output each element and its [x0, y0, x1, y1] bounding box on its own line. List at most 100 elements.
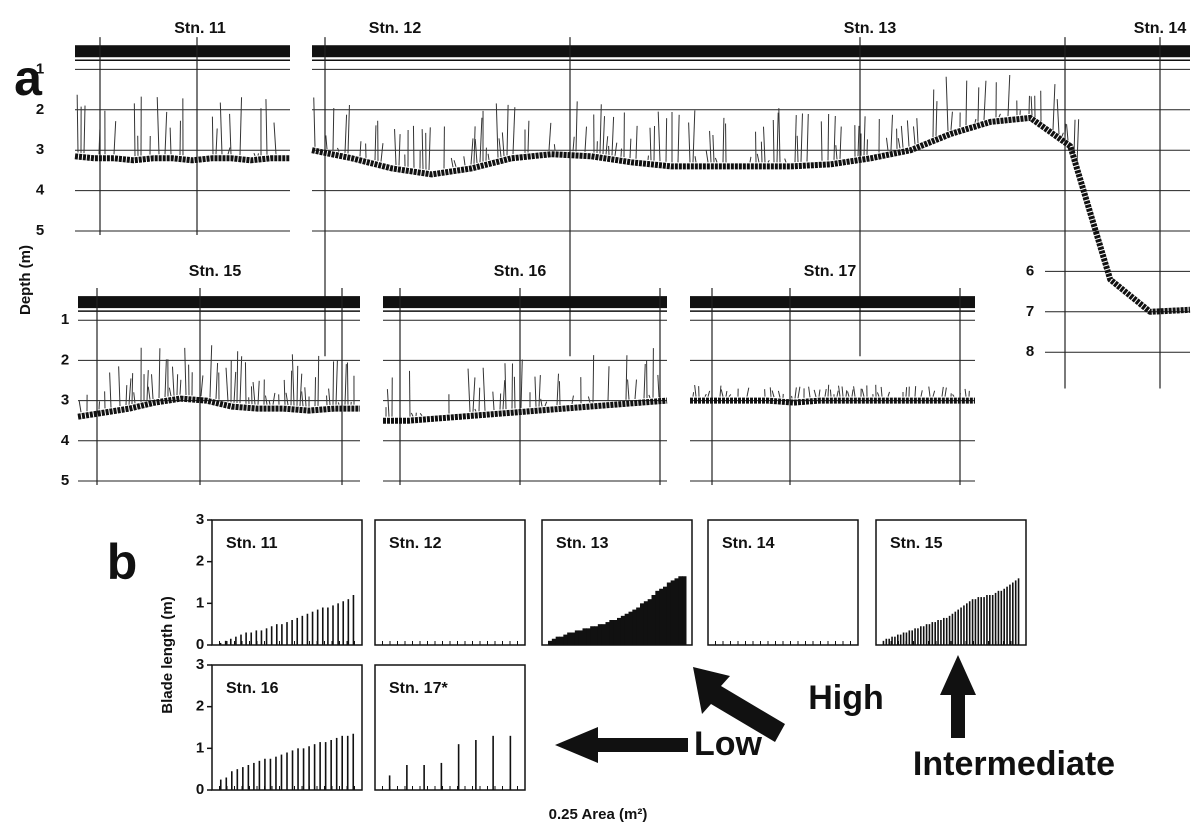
station-label: Stn. 12: [389, 535, 442, 552]
bar: [952, 614, 954, 645]
canopy-echo: [254, 153, 255, 156]
canopy-echo: [814, 390, 816, 397]
bar: [1006, 587, 1008, 645]
canopy-echo: [726, 391, 727, 397]
canopy-echo: [399, 134, 400, 165]
canopy-echo: [768, 160, 769, 162]
canopy-echo: [635, 380, 636, 400]
y-tick-label: 1: [196, 739, 204, 756]
canopy-echo: [705, 394, 706, 396]
bar: [586, 628, 590, 645]
bar: [325, 742, 327, 790]
canopy-echo: [821, 121, 822, 160]
canopy-echo: [966, 81, 967, 126]
canopy-echo: [549, 123, 551, 151]
canopy-echo: [706, 150, 708, 162]
bar: [552, 639, 556, 645]
bar: [1001, 591, 1003, 645]
y-axis-label: Depth (m): [17, 245, 34, 315]
canopy-echo: [588, 396, 590, 402]
station-label: Stn. 17*: [389, 680, 448, 697]
panel-label: a: [14, 50, 43, 106]
canopy-echo: [572, 396, 573, 404]
canopy-echo: [837, 391, 838, 397]
bar: [667, 583, 671, 646]
canopy-echo: [471, 138, 473, 164]
canopy-echo: [834, 116, 835, 160]
canopy-echo: [720, 386, 721, 397]
bar: [955, 612, 957, 645]
bar: [606, 622, 610, 645]
canopy-echo: [773, 120, 774, 162]
bar: [678, 576, 682, 645]
canopy-echo: [493, 392, 494, 410]
canopy-echo: [901, 126, 903, 148]
bar: [972, 599, 974, 645]
canopy-echo: [114, 121, 116, 154]
canopy-echo: [84, 106, 85, 154]
bar: [920, 626, 922, 645]
canopy-echo: [451, 158, 453, 167]
bar: [327, 608, 329, 646]
canopy-echo: [535, 377, 536, 407]
bar: [423, 765, 425, 790]
canopy-echo: [864, 116, 865, 155]
x-axis-label: 0.25 Area (m²): [549, 806, 648, 823]
surface-band: [78, 296, 360, 308]
bar: [230, 639, 232, 645]
canopy-echo: [134, 103, 135, 156]
canopy-echo: [480, 118, 482, 162]
bar: [291, 620, 293, 645]
bar: [613, 620, 617, 645]
canopy-echo: [689, 123, 690, 163]
y-tick-label: 8: [1026, 343, 1034, 360]
bar: [1009, 585, 1011, 645]
bar: [621, 616, 625, 645]
canopy-echo: [360, 141, 361, 156]
bar: [231, 771, 233, 790]
canopy-echo: [545, 402, 547, 406]
canopy-echo: [628, 380, 629, 400]
canopy-echo: [907, 120, 909, 146]
canopy-echo: [300, 374, 302, 406]
bar: [640, 603, 644, 645]
bar: [308, 746, 310, 790]
station-label: Stn. 14: [1134, 20, 1187, 37]
canopy-echo: [898, 138, 900, 148]
canopy-echo: [274, 123, 276, 155]
canopy-echo: [1074, 120, 1075, 155]
bar: [891, 637, 893, 645]
bar: [914, 628, 916, 645]
canopy-echo: [169, 388, 171, 396]
bar: [475, 740, 477, 790]
bar: [492, 736, 494, 790]
canopy-echo: [891, 115, 892, 150]
canopy-echo: [79, 401, 81, 412]
canopy-echo: [721, 389, 723, 396]
canopy-echo: [747, 388, 749, 397]
bar: [609, 620, 613, 645]
bar: [548, 641, 552, 645]
canopy-echo: [345, 115, 347, 153]
canopy-echo: [649, 395, 650, 398]
canopy-echo: [126, 385, 127, 405]
canopy-echo: [314, 97, 315, 146]
bar: [663, 587, 667, 645]
bar: [926, 624, 928, 645]
canopy-echo: [177, 374, 178, 395]
bar: [675, 578, 679, 645]
bar: [625, 614, 629, 645]
bar: [332, 605, 334, 645]
canopy-echo: [411, 413, 413, 416]
bar: [989, 595, 991, 645]
canopy-echo: [921, 390, 922, 396]
station-label: Stn. 17: [804, 263, 857, 280]
bar: [629, 612, 633, 645]
canopy-echo: [454, 160, 456, 166]
canopy-echo: [854, 386, 855, 396]
bar: [347, 736, 349, 790]
bar: [271, 626, 273, 645]
canopy-echo: [658, 375, 659, 397]
bar: [337, 603, 339, 645]
canopy-echo: [606, 136, 608, 154]
